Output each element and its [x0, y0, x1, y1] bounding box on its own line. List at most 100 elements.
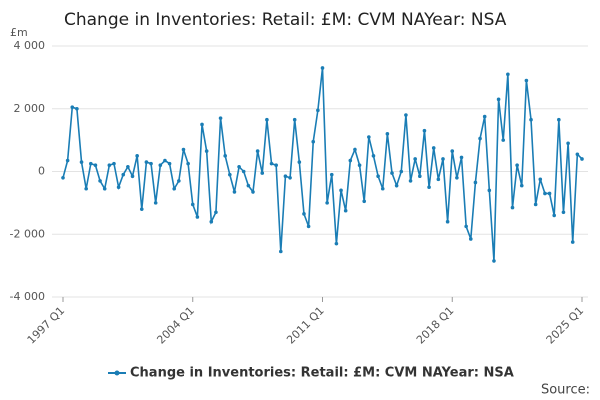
- point: [177, 179, 181, 183]
- point: [186, 161, 190, 166]
- point: [75, 106, 79, 111]
- point: [459, 155, 464, 160]
- x-tick-label: 2018 Q1: [414, 304, 457, 347]
- point: [506, 72, 510, 77]
- point: [153, 201, 158, 205]
- point: [441, 157, 445, 161]
- point: [404, 113, 408, 117]
- point: [311, 139, 316, 144]
- legend-marker: [114, 370, 120, 376]
- point: [237, 164, 241, 169]
- point: [575, 152, 580, 157]
- point: [487, 188, 492, 193]
- series-line: [62, 67, 583, 261]
- point: [524, 78, 529, 83]
- point: [427, 185, 431, 189]
- x-tick-label: 1997 Q1: [25, 304, 68, 347]
- point: [538, 177, 543, 182]
- point: [246, 183, 251, 188]
- point: [543, 191, 547, 196]
- point: [102, 186, 107, 191]
- point: [482, 114, 487, 119]
- point: [158, 163, 163, 168]
- point: [181, 147, 186, 152]
- y-unit: £m: [10, 26, 28, 39]
- point: [232, 190, 237, 194]
- point: [501, 138, 506, 142]
- point: [464, 224, 468, 229]
- point: [130, 174, 135, 179]
- point: [570, 240, 575, 244]
- point: [329, 172, 334, 177]
- point: [218, 116, 223, 120]
- point: [200, 122, 204, 127]
- point: [288, 175, 292, 180]
- point: [241, 169, 246, 174]
- point: [580, 157, 584, 161]
- point: [306, 224, 311, 229]
- point: [371, 154, 376, 158]
- point: [107, 163, 112, 168]
- point: [195, 215, 200, 219]
- point: [121, 172, 126, 177]
- point: [61, 175, 65, 180]
- point: [265, 117, 269, 122]
- point: [557, 117, 561, 122]
- point: [510, 205, 515, 210]
- point: [436, 177, 441, 182]
- point: [566, 141, 570, 146]
- point: [367, 135, 371, 139]
- point: [269, 161, 274, 166]
- point: [274, 163, 278, 168]
- source: Source:: [541, 383, 590, 398]
- point: [209, 219, 214, 224]
- point: [228, 172, 232, 177]
- point: [84, 186, 88, 191]
- point: [93, 163, 98, 168]
- point: [79, 160, 84, 164]
- point: [418, 174, 422, 179]
- point: [139, 207, 144, 211]
- point: [422, 128, 427, 133]
- point: [552, 213, 556, 218]
- point: [135, 154, 139, 158]
- y-tick-label: -4 000: [10, 290, 45, 303]
- point: [394, 183, 399, 188]
- point: [297, 160, 302, 164]
- point: [283, 174, 288, 179]
- point: [450, 149, 455, 153]
- point: [496, 97, 501, 102]
- point: [112, 161, 116, 166]
- point: [529, 117, 533, 122]
- y-tick-label: 2 000: [14, 102, 46, 115]
- point: [468, 237, 473, 241]
- point: [455, 175, 459, 180]
- point: [390, 171, 394, 175]
- point: [116, 185, 121, 189]
- y-tick-label: -2 000: [10, 227, 45, 240]
- point: [380, 186, 385, 191]
- point: [362, 199, 367, 204]
- point: [251, 190, 255, 194]
- point: [204, 149, 209, 153]
- point: [334, 241, 339, 246]
- point: [376, 174, 380, 179]
- point: [163, 158, 167, 163]
- point: [316, 108, 320, 113]
- point: [255, 149, 260, 153]
- point: [343, 208, 348, 213]
- point: [167, 161, 172, 166]
- point: [260, 171, 265, 175]
- point: [214, 210, 218, 215]
- point: [353, 147, 357, 152]
- x-tick-label: 2004 Q1: [154, 304, 197, 347]
- point: [190, 202, 195, 207]
- point: [561, 210, 566, 215]
- point: [302, 212, 306, 216]
- point: [70, 105, 75, 109]
- y-tick-label: 4 000: [14, 39, 46, 52]
- point: [89, 161, 93, 166]
- point: [98, 179, 102, 183]
- point: [515, 163, 519, 168]
